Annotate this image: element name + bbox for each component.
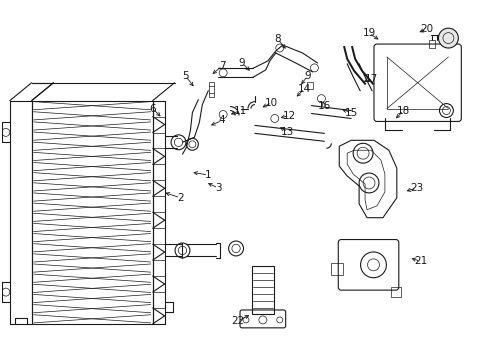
Text: 22: 22 xyxy=(231,316,244,326)
Text: 7: 7 xyxy=(219,61,225,71)
Text: 8: 8 xyxy=(274,34,281,44)
Text: 5: 5 xyxy=(182,71,188,81)
Text: 9: 9 xyxy=(238,58,245,68)
Text: 16: 16 xyxy=(317,100,330,111)
Bar xyxy=(306,82,312,89)
Text: 12: 12 xyxy=(283,111,296,121)
Circle shape xyxy=(438,28,457,48)
Bar xyxy=(427,40,434,48)
Text: 14: 14 xyxy=(297,84,310,94)
Text: 6: 6 xyxy=(149,104,156,113)
Text: 3: 3 xyxy=(214,183,221,193)
Text: 18: 18 xyxy=(396,105,409,116)
Text: 11: 11 xyxy=(233,105,246,116)
Text: 15: 15 xyxy=(344,108,357,117)
Text: 19: 19 xyxy=(362,28,375,38)
Text: 21: 21 xyxy=(413,256,427,266)
Bar xyxy=(390,287,400,297)
Text: 20: 20 xyxy=(419,24,432,34)
Text: 2: 2 xyxy=(177,193,183,203)
Text: 4: 4 xyxy=(219,116,225,126)
Bar xyxy=(251,266,273,314)
Bar xyxy=(208,82,213,96)
Text: 23: 23 xyxy=(409,183,423,193)
Text: 10: 10 xyxy=(264,98,278,108)
Text: 17: 17 xyxy=(364,74,377,84)
Bar xyxy=(331,264,343,275)
Text: 13: 13 xyxy=(281,127,294,138)
Text: 9: 9 xyxy=(304,71,310,81)
Text: 1: 1 xyxy=(204,170,211,180)
